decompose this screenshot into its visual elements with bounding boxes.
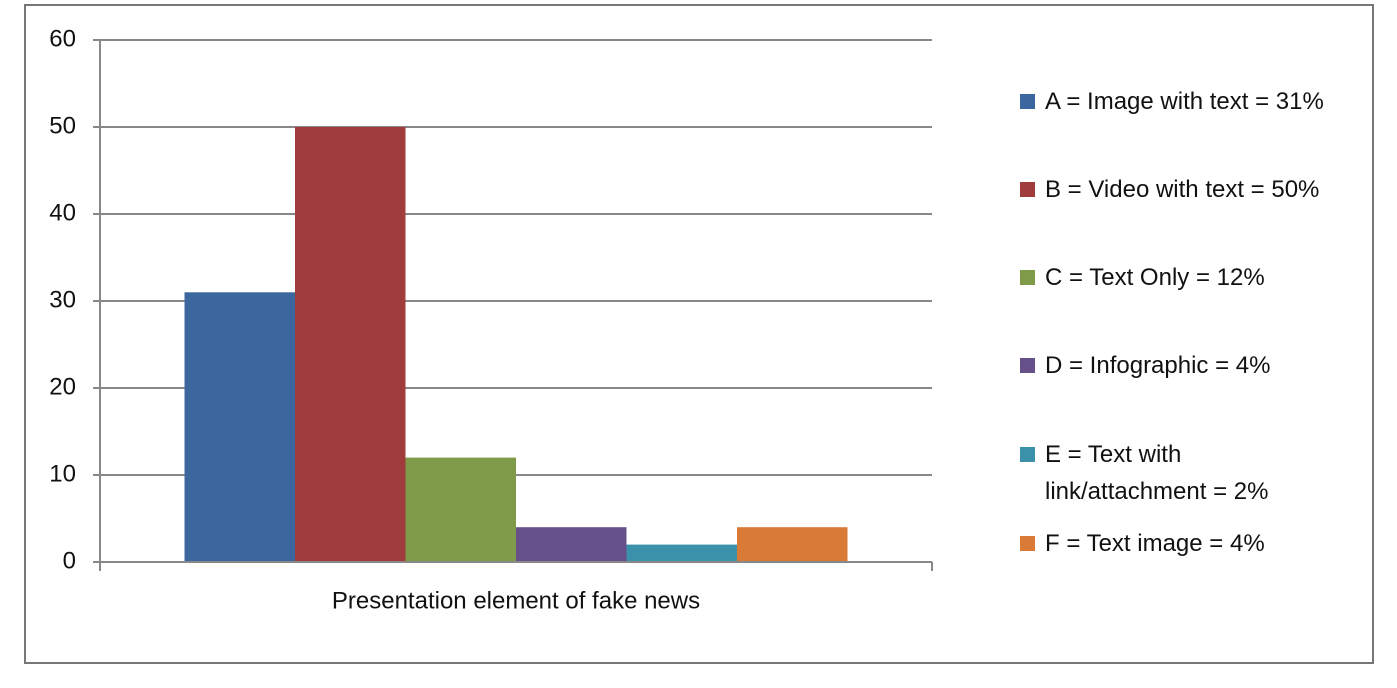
legend-swatch — [1020, 270, 1035, 285]
y-tick-label: 20 — [49, 373, 76, 400]
legend-label: A = Image with text = 31% — [1045, 88, 1324, 115]
legend-swatch — [1020, 94, 1035, 109]
bar — [295, 127, 406, 562]
bar — [405, 457, 516, 562]
legend-item: F = Text image = 4% — [1020, 525, 1360, 562]
legend-item: B = Video with text = 50% — [1020, 171, 1360, 208]
legend-swatch — [1020, 182, 1035, 197]
legend-label: F = Text image = 4% — [1045, 530, 1265, 557]
x-tick-label: Presentation element of fake news — [332, 587, 700, 614]
legend-swatch — [1020, 536, 1035, 551]
legend-swatch — [1020, 358, 1035, 373]
y-tick-label: 50 — [49, 112, 76, 139]
chart-border — [24, 4, 1374, 664]
legend-label: E = Text with link/attachment = 2% — [1045, 441, 1269, 505]
bar — [626, 544, 737, 562]
y-tick-label: 60 — [49, 25, 76, 52]
y-tick-label: 40 — [49, 199, 76, 226]
legend-item: C = Text Only = 12% — [1020, 259, 1360, 296]
y-tick-label: 10 — [49, 460, 76, 487]
legend-label: B = Video with text = 50% — [1045, 176, 1320, 203]
y-tick-label: 30 — [49, 286, 76, 313]
bar — [184, 292, 295, 562]
legend-item: D = Infographic = 4% — [1020, 347, 1360, 384]
bar — [737, 527, 848, 562]
y-tick-label: 0 — [63, 547, 76, 574]
legend-label: D = Infographic = 4% — [1045, 352, 1271, 379]
legend-swatch — [1020, 447, 1035, 462]
legend-item: A = Image with text = 31% — [1020, 83, 1360, 120]
legend-item: E = Text with link/attachment = 2% — [1020, 436, 1360, 510]
legend-label: C = Text Only = 12% — [1045, 264, 1265, 291]
bar — [516, 527, 627, 562]
